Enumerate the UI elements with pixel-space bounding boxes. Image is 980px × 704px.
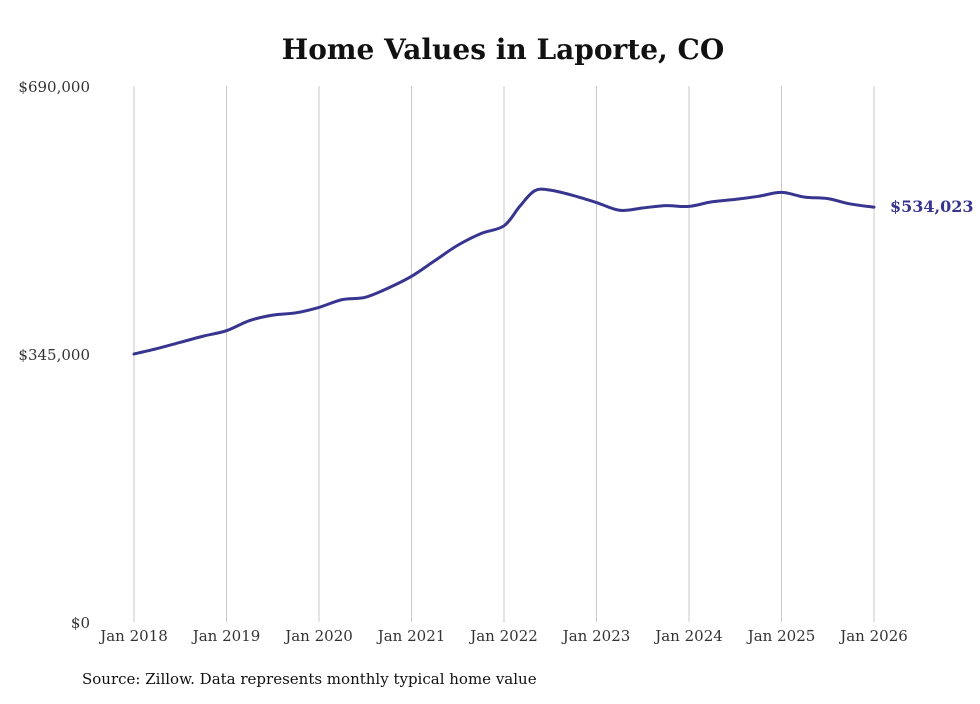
y-tick-label: $0: [71, 614, 90, 632]
y-axis-labels: $0 $345,000 $690,000: [18, 78, 90, 632]
x-tick-label: Jan 2026: [838, 627, 908, 645]
x-tick-label: Jan 2022: [468, 627, 538, 645]
chart-title: Home Values in Laporte, CO: [282, 33, 724, 66]
x-tick-label: Jan 2018: [98, 627, 168, 645]
x-axis-labels: Jan 2018 Jan 2019 Jan 2020 Jan 2021 Jan 2022…: [98, 627, 908, 645]
end-value-label: $534,023: [890, 197, 974, 216]
x-tick-label: Jan 2020: [283, 627, 353, 645]
y-tick-label: $690,000: [18, 78, 90, 96]
x-tick-label: Jan 2023: [561, 627, 631, 645]
x-tick-label: Jan 2021: [376, 627, 446, 645]
series-layer: $534,023: [132, 187, 974, 356]
y-tick-label: $345,000: [18, 346, 90, 364]
grid-lines: [133, 86, 875, 622]
source-note: Source: Zillow. Data represents monthly …: [82, 670, 537, 688]
x-tick-label: Jan 2019: [191, 627, 261, 645]
x-tick-label: Jan 2025: [746, 627, 816, 645]
x-tick-label: Jan 2024: [653, 627, 723, 645]
series-line-0: [132, 187, 876, 356]
